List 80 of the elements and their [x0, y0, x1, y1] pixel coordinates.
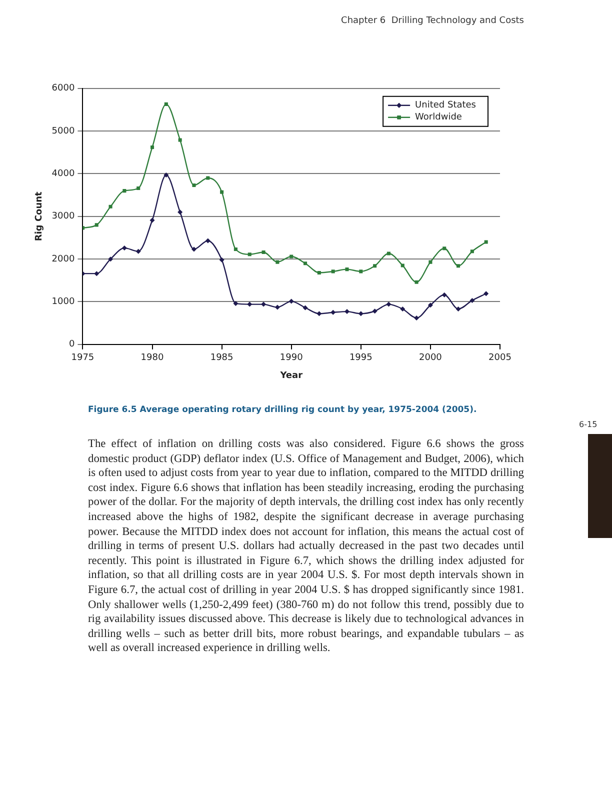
x-tick-label: 2005: [488, 353, 512, 364]
y-tick-label: 2000: [52, 254, 75, 264]
point: [178, 210, 183, 215]
point: [442, 246, 446, 250]
point: [386, 302, 392, 307]
point: [164, 102, 168, 106]
y-tick-label: 3000: [52, 212, 75, 222]
point: [94, 223, 98, 227]
point: [344, 309, 350, 314]
y-axis-title: Rig Count: [34, 190, 45, 242]
x-tick-label: 1995: [349, 353, 372, 364]
point: [456, 264, 460, 268]
x-tick-label: 1990: [280, 353, 304, 364]
point: [262, 250, 266, 254]
point: [192, 183, 196, 188]
point: [484, 291, 489, 296]
point: [400, 306, 406, 312]
point: [233, 300, 238, 306]
point: [358, 311, 364, 316]
point: [205, 238, 210, 244]
text: Chapter 6 Drilling Technology and Costs: [341, 16, 524, 26]
point: [261, 302, 266, 307]
point: [428, 260, 432, 264]
point: [290, 254, 294, 258]
caption: Figure 6.5 Average operating rotary drilling rig count by year, 1975-2004 (2005).: [88, 405, 477, 415]
point: [428, 302, 433, 308]
point: [330, 310, 336, 315]
legend-label: Worldwide: [415, 112, 462, 123]
point: [288, 298, 294, 304]
point: [136, 186, 140, 190]
x-tick-label: 1980: [140, 353, 164, 364]
point: [150, 218, 155, 223]
point: [136, 248, 141, 254]
point: [178, 138, 182, 142]
point: [442, 292, 447, 298]
point: [302, 305, 308, 310]
point: [345, 268, 349, 272]
point: [414, 280, 418, 284]
point: [94, 271, 100, 276]
point: [108, 204, 112, 208]
point: [248, 252, 252, 256]
y-tick-label: 1000: [52, 297, 75, 308]
point: [274, 304, 280, 310]
point: [150, 146, 154, 150]
point: [122, 245, 127, 250]
point: [316, 311, 322, 316]
point: [484, 240, 488, 244]
point: [414, 315, 420, 320]
point: [470, 298, 475, 303]
point: [122, 189, 126, 193]
point: [317, 270, 321, 274]
y-tick-label: 0: [68, 340, 75, 350]
x-tick-label: 1985: [210, 353, 234, 364]
point: [331, 270, 335, 274]
x-axis-title: Year: [279, 370, 304, 381]
legend-label: United States: [415, 100, 476, 111]
text: 6-15: [579, 420, 598, 429]
point: [400, 264, 404, 268]
point: [276, 260, 280, 264]
point: [373, 264, 377, 268]
y-tick-label: 5000: [52, 126, 75, 136]
x-tick-label: 1975: [71, 353, 94, 364]
point: [359, 270, 363, 274]
point: [220, 190, 224, 194]
point: [234, 247, 238, 252]
text: The effect of inflation on drilling costs was also considered. Figure 6.6 shows the gross domestic product (GDP) deflator index (U.S. Office of Management and Budget, 2006), which is often used to adjust costs from year to year due to inflation, compared to the MITDD drilling cost index. Figure 6.6 shows that inflation has been steadily increasing, eroding the purchasing power of the dollar. For the majority of depth intervals, the drilling cost index has only recently increased above the highs of 1982, despite the significant decrease in average purchasing power. Because the MITDD index does not account for inflation, this means the actual cost of drilling in terms of present U.S. dollars had actually decreased in the past two decades until recently. This point is illustrated in Figure 6.7, which shows the drilling index adjusted for inflation, so that all drilling costs are in year 2004 U.S. $. For most depth intervals shown in Figure 6.7, the actual cost of drilling in year 2004 U.S. $ has dropped significantly since 1981. Only shallower wells (1,250-2,499 feet) (380-760 m) do not follow this trend, possibly due to rig availability issues discussed above. This decrease is likely due to technological advances in drilling wells – such as better drill bits, more robust bearings, and expandable tubulars – as well as overall increased experience in drilling wells.: [88, 438, 524, 654]
point: [219, 257, 224, 262]
point: [247, 302, 252, 307]
y-tick-label: 4000: [52, 169, 75, 180]
point: [164, 172, 169, 178]
point: [108, 256, 114, 262]
point: [470, 250, 474, 254]
point: [372, 308, 378, 314]
point: [303, 262, 308, 266]
y-tick-label: 6000: [52, 84, 75, 94]
point: [386, 252, 390, 256]
point: [206, 176, 210, 180]
point: [191, 246, 196, 252]
x-tick-label: 2000: [419, 353, 442, 364]
point: [456, 306, 461, 312]
